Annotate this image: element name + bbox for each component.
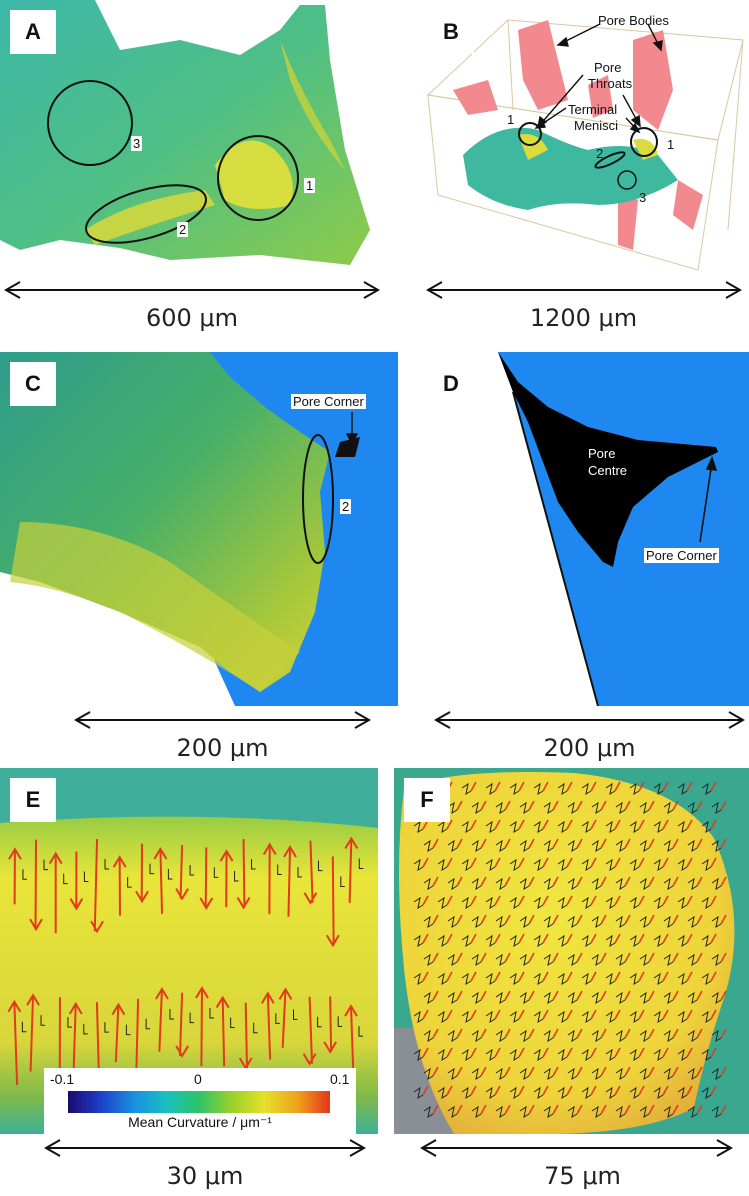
panel-a: A 3 1 2 [0, 0, 384, 275]
panel-c-scale-text: 200 μm [70, 734, 375, 762]
pore-throats-label-line1: Pore [594, 60, 621, 75]
panel-b-scale-bar: 1200 μm [418, 278, 749, 338]
panel-d-scale-bar: 200 μm [430, 708, 749, 768]
pore-corner-label-c: Pore Corner [291, 394, 366, 409]
panel-c-label: C [10, 362, 56, 406]
terminal-menisci-label-line1: Terminal [568, 102, 617, 117]
panel-e-label: E [10, 778, 56, 822]
pore-centre-label-line1: Pore [588, 446, 615, 461]
double-arrow-icon [418, 278, 749, 304]
double-arrow-icon [70, 708, 375, 734]
panel-b-marker-1-right: 1 [667, 137, 674, 152]
terminal-menisci-label-line2: Menisci [574, 118, 618, 133]
panel-b-marker-3: 3 [639, 190, 646, 205]
pore-bodies-label: Pore Bodies [598, 13, 669, 28]
panel-c-scale-bar: 200 μm [70, 708, 375, 768]
panel-e-scale-bar: 30 μm [40, 1136, 370, 1196]
panel-b-marker-1-left: 1 [507, 112, 514, 127]
pore-centre-label-line2: Centre [588, 463, 627, 478]
panel-b-scale-text: 1200 μm [418, 304, 749, 332]
double-arrow-icon [416, 1136, 749, 1162]
colorbar-title: Mean Curvature / μm⁻¹ [44, 1114, 356, 1131]
pore-corner-label-d: Pore Corner [644, 548, 719, 563]
panel-e-scale-text: 30 μm [40, 1162, 370, 1190]
panel-d: D Pore Centre Pore Corner [418, 352, 749, 706]
panel-f-vector-field [394, 768, 749, 1134]
panel-b-marker-2: 2 [596, 146, 603, 161]
colorbar-tick-zero: 0 [194, 1071, 202, 1087]
panel-f-label: F [404, 778, 450, 822]
panel-a-scale-text: 600 μm [0, 304, 384, 332]
panel-a-scale-bar: 600 μm [0, 278, 384, 338]
panel-d-label: D [428, 362, 474, 406]
panel-a-surface-render [0, 0, 384, 275]
colorbar: -0.1 0 0.1 Mean Curvature / μm⁻¹ [44, 1068, 356, 1134]
panel-d-scale-text: 200 μm [430, 734, 749, 762]
double-arrow-icon [430, 708, 749, 734]
panel-a-marker-3: 3 [131, 136, 142, 151]
colorbar-tick-min: -0.1 [50, 1071, 74, 1087]
panel-b-label: B [428, 10, 474, 54]
panel-a-marker-1: 1 [304, 178, 315, 193]
colorbar-tick-max: 0.1 [330, 1071, 349, 1087]
panel-c-marker-2: 2 [340, 499, 351, 514]
colorbar-gradient [68, 1091, 330, 1113]
pore-throats-label-line2: Throats [588, 76, 632, 91]
panel-a-marker-2: 2 [177, 222, 188, 237]
panel-f-scale-bar: 75 μm [416, 1136, 749, 1196]
panel-f: F [394, 768, 749, 1134]
panel-a-label: A [10, 10, 56, 54]
panel-c: C Pore Corner 2 [0, 352, 398, 706]
panel-f-scale-text: 75 μm [416, 1162, 749, 1190]
double-arrow-icon [0, 278, 384, 304]
double-arrow-icon [40, 1136, 370, 1162]
panel-b: B Pore Bodies Pore Throats Terminal Meni… [418, 0, 749, 275]
